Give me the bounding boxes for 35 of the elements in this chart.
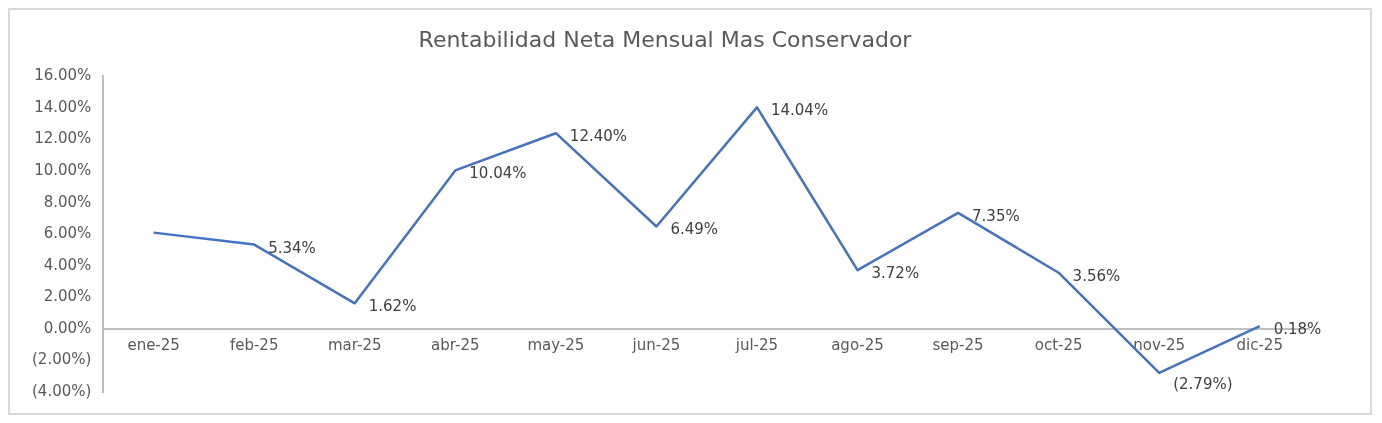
data-label: 6.49% bbox=[670, 220, 719, 239]
y-tick-label: 10.00% bbox=[34, 160, 92, 179]
y-tick-label: 16.00% bbox=[34, 66, 92, 85]
x-tick-label: jul-25 bbox=[734, 335, 779, 354]
x-tick-label: abr-25 bbox=[431, 335, 480, 354]
x-tick-label: dic-25 bbox=[1236, 335, 1283, 354]
chart-title: Rentabilidad Neta Mensual Mas Conservador bbox=[418, 26, 913, 52]
y-tick-label: 2.00% bbox=[43, 287, 92, 306]
data-label: 3.56% bbox=[1072, 266, 1121, 285]
x-tick-label: nov-25 bbox=[1133, 335, 1186, 354]
data-label: 14.04% bbox=[770, 101, 829, 120]
y-tick-label: 8.00% bbox=[43, 192, 92, 211]
data-label: 5.34% bbox=[268, 238, 316, 257]
x-tick-label: sep-25 bbox=[932, 335, 984, 354]
x-tick-label: feb-25 bbox=[229, 335, 279, 354]
x-tick-label: ene-25 bbox=[127, 335, 180, 354]
x-tick-label: jun-25 bbox=[631, 335, 681, 354]
x-tick-label: oct-25 bbox=[1034, 335, 1083, 354]
data-label: 3.72% bbox=[871, 264, 920, 283]
y-tick-label: 4.00% bbox=[43, 255, 92, 274]
x-tick-label: mar-25 bbox=[327, 335, 382, 354]
x-tick-label: may-25 bbox=[527, 335, 585, 354]
data-label: 0.18% bbox=[1273, 319, 1322, 338]
data-label: 7.35% bbox=[972, 206, 1020, 225]
data-label: 10.04% bbox=[469, 164, 527, 183]
data-label: 12.40% bbox=[569, 127, 628, 146]
y-tick-label: (2.00%) bbox=[32, 350, 92, 369]
data-label: (2.79%) bbox=[1173, 374, 1233, 393]
y-tick-label: (4.00%) bbox=[32, 381, 92, 400]
x-tick-label: ago-25 bbox=[831, 335, 884, 354]
y-tick-label: 14.00% bbox=[34, 97, 92, 116]
y-tick-label: 6.00% bbox=[43, 224, 92, 243]
data-label: 1.62% bbox=[368, 297, 417, 316]
y-tick-label: 0.00% bbox=[43, 318, 92, 337]
y-tick-label: 12.00% bbox=[34, 129, 92, 148]
